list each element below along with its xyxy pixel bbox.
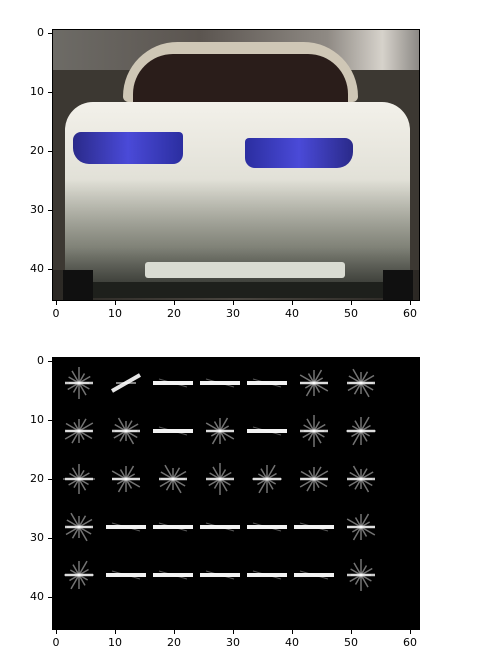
hog-cell (153, 522, 193, 532)
hog-cell (200, 378, 240, 388)
x-tick-label: 30 (226, 307, 240, 320)
hog-cell (112, 417, 140, 445)
y-tick-label: 10 (30, 85, 44, 98)
hog-cell (153, 378, 193, 388)
car-image-figure: 0 10 20 30 40 0 10 20 30 40 50 60 (0, 0, 483, 330)
hog-cell (347, 368, 375, 398)
x-tick-label: 30 (226, 636, 240, 649)
y-tick-label: 10 (30, 413, 44, 426)
hog-cell (64, 560, 94, 590)
hog-cell (153, 426, 193, 436)
x-tick-label: 0 (52, 636, 60, 649)
hog-cell (106, 522, 146, 532)
hog-cell (299, 466, 329, 492)
left-tail-light (73, 132, 183, 164)
hog-cell (65, 512, 93, 542)
hog-gradient-lines (63, 367, 376, 591)
hog-cell (153, 570, 193, 580)
y-tick-label: 40 (30, 262, 44, 275)
hog-cell (200, 522, 240, 532)
y-tick-label: 30 (30, 531, 44, 544)
y-tick-label: 40 (30, 590, 44, 603)
hog-cell (247, 522, 287, 532)
car-rear-photo (53, 30, 419, 300)
hog-cell (106, 570, 146, 580)
x-tick-label: 10 (108, 307, 122, 320)
y-tick-label: 0 (37, 26, 44, 39)
y-tick-label: 0 (37, 354, 44, 367)
x-tick-label: 40 (285, 636, 299, 649)
hog-cell (300, 415, 328, 447)
hog-cell (159, 464, 187, 494)
hog-cell (247, 378, 287, 388)
hog-cell (299, 369, 329, 397)
hog-cell (247, 570, 287, 580)
right-tail-light (245, 138, 353, 168)
x-tick-label: 10 (108, 636, 122, 649)
license-plate (145, 262, 345, 278)
x-tick-label: 0 (52, 307, 60, 320)
x-tick-label: 60 (403, 636, 417, 649)
y-tick-label: 30 (30, 203, 44, 216)
y-tick-label: 20 (30, 144, 44, 157)
hog-cell (111, 373, 141, 393)
hog-cell (205, 417, 235, 445)
hog-cell (247, 426, 287, 436)
hog-cell (65, 367, 93, 399)
hog-cell (252, 464, 282, 494)
x-tick-label: 50 (344, 307, 358, 320)
hog-cell (200, 570, 240, 580)
hog-cell (347, 559, 375, 591)
x-tick-label: 20 (167, 636, 181, 649)
hog-cell (64, 418, 94, 444)
hog-cell (346, 416, 376, 446)
x-tick-label: 40 (285, 307, 299, 320)
x-tick-label: 50 (344, 636, 358, 649)
hog-image-axes (52, 357, 420, 630)
hog-cell (347, 465, 375, 493)
car-image-axes (52, 29, 420, 301)
y-tick-label: 20 (30, 472, 44, 485)
hog-image-figure: 0 10 20 30 40 0 10 20 30 40 50 60 (0, 330, 483, 664)
hog-visualization (53, 358, 419, 629)
hog-cell (111, 465, 141, 493)
hog-cell (294, 570, 334, 580)
hog-cell (346, 513, 376, 541)
hog-cell (294, 522, 334, 532)
hog-cell (63, 464, 95, 494)
x-tick-label: 20 (167, 307, 181, 320)
x-tick-label: 60 (403, 307, 417, 320)
hog-cell (206, 463, 234, 495)
